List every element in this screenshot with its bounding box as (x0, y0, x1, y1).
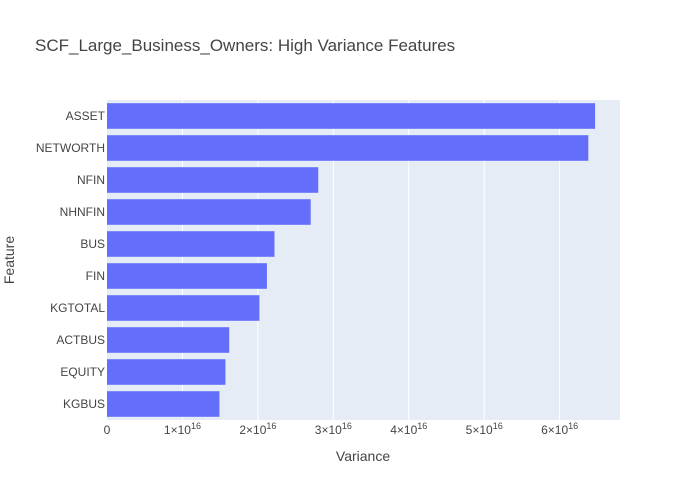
bar-networth (107, 135, 589, 161)
bar-bus (107, 231, 275, 257)
x-axis-title: Variance (336, 448, 390, 464)
y-axis-title: Feature (1, 236, 17, 284)
y-tick-label: ASSET (66, 109, 106, 123)
x-tick-label: 1×1016 (164, 421, 201, 437)
bar-asset (107, 103, 596, 129)
bar-nfin (107, 167, 319, 193)
x-tick-label: 0 (104, 423, 111, 437)
bar-fin (107, 263, 267, 289)
y-tick-label: BUS (80, 237, 105, 251)
y-tick-label: FIN (86, 269, 105, 283)
bar-equity (107, 359, 226, 385)
bar-kgbus (107, 391, 220, 417)
x-tick-label: 6×1016 (541, 421, 578, 437)
y-tick-label: NHNFIN (60, 205, 105, 219)
x-tick-label: 4×1016 (390, 421, 427, 437)
y-tick-label: EQUITY (60, 365, 105, 379)
x-axis-ticks: 0 1×1016 2×1016 3×1016 4×1016 5×1016 6×1016 (104, 421, 579, 437)
y-tick-label: NETWORTH (36, 141, 105, 155)
y-axis-ticks: ASSET NETWORTH NFIN NHNFIN BUS FIN KGTOTAL ACTB… (36, 109, 106, 411)
y-tick-label: KGTOTAL (50, 301, 105, 315)
y-tick-label: ACTBUS (56, 333, 105, 347)
x-tick-label: 2×1016 (239, 421, 276, 437)
bars (107, 103, 596, 417)
y-tick-label: KGBUS (63, 397, 105, 411)
chart-title: SCF_Large_Business_Owners: High Variance… (35, 36, 455, 55)
x-tick-label: 3×1016 (315, 421, 352, 437)
x-tick-label: 5×1016 (466, 421, 503, 437)
bar-nhnfin (107, 199, 311, 225)
bar-kgtotal (107, 295, 260, 321)
y-tick-label: NFIN (77, 173, 105, 187)
bar-actbus (107, 327, 230, 353)
